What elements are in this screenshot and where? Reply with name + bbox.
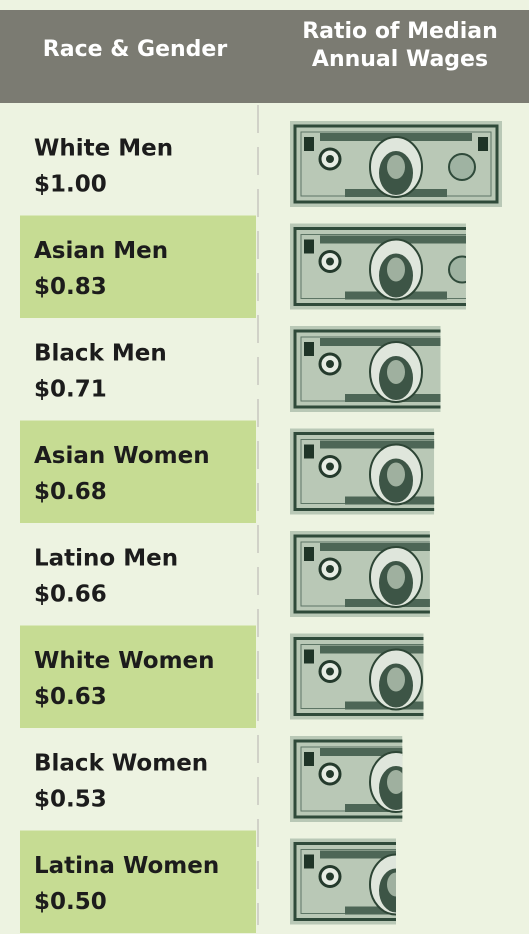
bill-face bbox=[387, 360, 405, 384]
value-label: $0.66 bbox=[34, 582, 107, 608]
bill-seal-dot bbox=[326, 463, 334, 471]
row-highlight bbox=[20, 421, 256, 524]
category-label: White Men bbox=[34, 136, 173, 162]
row-highlight bbox=[20, 216, 256, 319]
category-label: Latina Women bbox=[34, 853, 219, 879]
bill-corner bbox=[304, 650, 314, 664]
bill-seal-dot bbox=[326, 565, 334, 573]
bill-corner bbox=[304, 342, 314, 356]
category-label: White Women bbox=[34, 648, 215, 674]
category-label: Latino Men bbox=[34, 546, 178, 572]
bill-corner bbox=[304, 855, 314, 869]
bill-corner bbox=[304, 137, 314, 151]
value-label: $1.00 bbox=[34, 172, 107, 198]
bill-corner bbox=[304, 445, 314, 459]
bill-seal-dot bbox=[326, 668, 334, 676]
bill-face bbox=[387, 565, 405, 589]
bill-seal-dot bbox=[326, 258, 334, 266]
value-label: $0.53 bbox=[34, 787, 107, 813]
bill-corner bbox=[304, 752, 314, 766]
category-label: Asian Women bbox=[34, 443, 210, 469]
category-label: Black Men bbox=[34, 341, 167, 367]
bill-clip bbox=[290, 224, 497, 310]
bill-face bbox=[387, 770, 405, 794]
bill-seal-dot bbox=[326, 770, 334, 778]
column-header: Ratio of Median Annual Wages bbox=[275, 18, 525, 74]
value-label: $0.83 bbox=[34, 274, 107, 300]
chart: Race & Gender Ratio of Median Annual Wag… bbox=[0, 0, 529, 934]
bill-face bbox=[387, 258, 405, 282]
bill-seal bbox=[449, 154, 475, 180]
bill-corner bbox=[478, 137, 488, 151]
bill-corner bbox=[304, 240, 314, 254]
value-label: $0.50 bbox=[34, 889, 107, 915]
header-wrap: Ratio of Median Annual Wages bbox=[275, 18, 525, 98]
value-label: $0.68 bbox=[34, 479, 107, 505]
column-header: Race & Gender bbox=[43, 37, 228, 62]
bill-face bbox=[387, 463, 405, 487]
page: Race & Gender Ratio of Median Annual Wag… bbox=[0, 0, 529, 934]
bill-face bbox=[387, 668, 405, 692]
category-label: Asian Men bbox=[34, 238, 168, 264]
bill-seal-dot bbox=[326, 873, 334, 881]
bill-face bbox=[387, 155, 405, 179]
bill-seal-dot bbox=[326, 360, 334, 368]
value-label: $0.71 bbox=[34, 377, 107, 403]
category-label: Black Women bbox=[34, 751, 208, 777]
row-highlight bbox=[20, 626, 256, 729]
bill-seal-dot bbox=[326, 155, 334, 163]
row-highlight bbox=[20, 831, 256, 934]
value-label: $0.63 bbox=[34, 684, 107, 710]
bill-clip bbox=[290, 121, 502, 207]
bill-corner bbox=[304, 547, 314, 561]
